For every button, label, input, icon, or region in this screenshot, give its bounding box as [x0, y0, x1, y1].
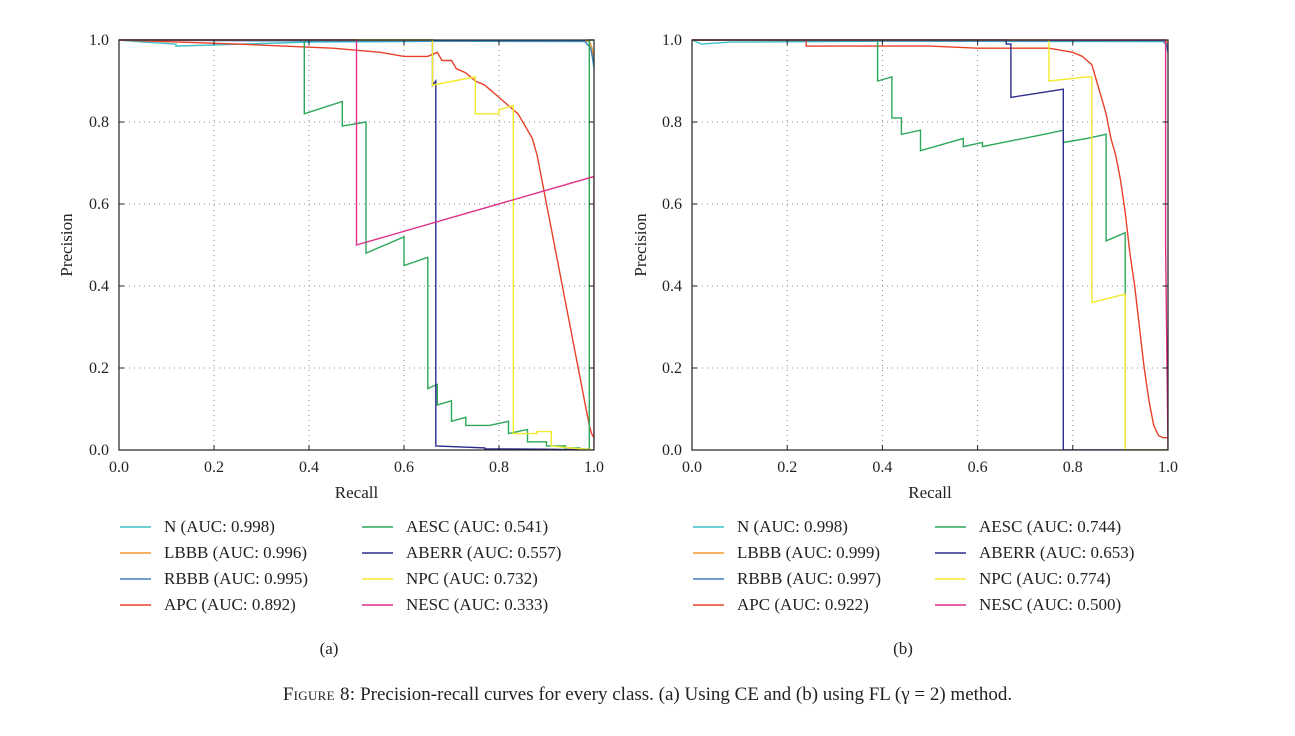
legend-entry-npc: NPC (AUC: 0.774) — [979, 569, 1111, 588]
curve-apc — [119, 39, 594, 439]
legend-entry-lbbb: LBBB (AUC: 0.999) — [737, 543, 880, 562]
legend: N (AUC: 0.998) LBBB (AUC: 0.999) RBBB (AUC… — [693, 517, 1134, 614]
x-axis-label: Recall — [908, 483, 952, 502]
y-tick-label: 0.6 — [89, 196, 109, 213]
curve-aberr — [692, 39, 1168, 450]
legend-entry-aesc: AESC (AUC: 0.744) — [979, 517, 1121, 536]
x-tick-label: 0.2 — [777, 459, 797, 476]
y-tick-label: 0.8 — [89, 114, 109, 131]
plot-frame — [691, 39, 1169, 451]
x-tick-label: 1.0 — [584, 459, 604, 476]
legend-entry-lbbb: LBBB (AUC: 0.996) — [164, 543, 307, 562]
legend-entry-nesc: NESC (AUC: 0.333) — [406, 595, 548, 614]
figure-label: Figure 8: — [282, 684, 356, 705]
x-tick-label: 0.4 — [299, 459, 319, 476]
y-tick-label: 0.4 — [89, 278, 109, 295]
legend-entry-apc: APC (AUC: 0.892) — [164, 595, 296, 614]
caption-text: Precision-recall curves for every class.… — [360, 684, 1013, 705]
legend-entry-aberr: ABERR (AUC: 0.557) — [406, 543, 561, 562]
curve-npc — [119, 39, 594, 450]
y-tick-label: 0.0 — [89, 442, 109, 459]
y-tick-label: 0.6 — [662, 196, 682, 213]
legend-entry-npc: NPC (AUC: 0.732) — [406, 569, 538, 588]
legend-entry-nesc: NESC (AUC: 0.500) — [979, 595, 1121, 614]
x-tick-label: 0.6 — [394, 459, 414, 476]
curve-npc — [692, 39, 1168, 450]
figure-caption: Figure 8: Precision-recall curves for ev… — [0, 684, 1295, 706]
y-tick-label: 1.0 — [662, 32, 682, 49]
curve-aesc — [692, 39, 1168, 450]
figure-canvas: 0.0 0.2 0.4 0.6 0.8 1.0 0.0 0.2 0.4 0.6 0.8 1.0 Reca… — [57, 32, 1178, 658]
x-tick-label: 0.6 — [968, 459, 988, 476]
panel-label: (a) — [320, 639, 339, 658]
x-tick-label: 0.4 — [872, 459, 892, 476]
y-tick-label: 0.0 — [662, 442, 682, 459]
y-tick-label: 0.4 — [662, 278, 682, 295]
legend-entry-rbbb: RBBB (AUC: 0.997) — [737, 569, 881, 588]
x-tick-label: 0.0 — [109, 459, 129, 476]
legend-entry-aberr: ABERR (AUC: 0.653) — [979, 543, 1134, 562]
legend-entry-n: N (AUC: 0.998) — [164, 517, 275, 536]
y-tick-label: 0.8 — [662, 114, 682, 131]
x-tick-label: 0.8 — [1063, 459, 1083, 476]
curve-nesc — [119, 39, 594, 450]
legend-entry-aesc: AESC (AUC: 0.541) — [406, 517, 548, 536]
curve-nesc — [692, 39, 1168, 450]
curve-apc — [692, 39, 1168, 439]
x-tick-label: 0.8 — [489, 459, 509, 476]
x-tick-label: 0.0 — [682, 459, 702, 476]
y-tick-label: 0.2 — [662, 360, 682, 377]
x-tick-label: 1.0 — [1158, 459, 1178, 476]
panel-a: 0.0 0.2 0.4 0.6 0.8 1.0 0.0 0.2 0.4 0.6 0.8 1.0 Reca… — [57, 32, 604, 658]
legend-entry-n: N (AUC: 0.998) — [737, 517, 848, 536]
curves — [119, 39, 594, 450]
x-axis-label: Recall — [335, 483, 379, 502]
panel-b: 0.0 0.2 0.4 0.6 0.8 1.0 0.0 0.2 0.4 0.6 0.8 1.0 Reca… — [631, 32, 1178, 658]
legend-entry-rbbb: RBBB (AUC: 0.995) — [164, 569, 308, 588]
legend: N (AUC: 0.998) LBBB (AUC: 0.996) RBBB (AUC… — [120, 517, 561, 614]
panel-label: (b) — [893, 639, 913, 658]
x-tick-label: 0.2 — [204, 459, 224, 476]
y-axis-label: Precision — [631, 213, 650, 277]
y-axis-label: Precision — [57, 213, 76, 277]
plot-frame — [118, 39, 595, 451]
y-tick-label: 1.0 — [89, 32, 109, 49]
curves — [692, 39, 1168, 450]
y-tick-label: 0.2 — [89, 360, 109, 377]
legend-entry-apc: APC (AUC: 0.922) — [737, 595, 869, 614]
